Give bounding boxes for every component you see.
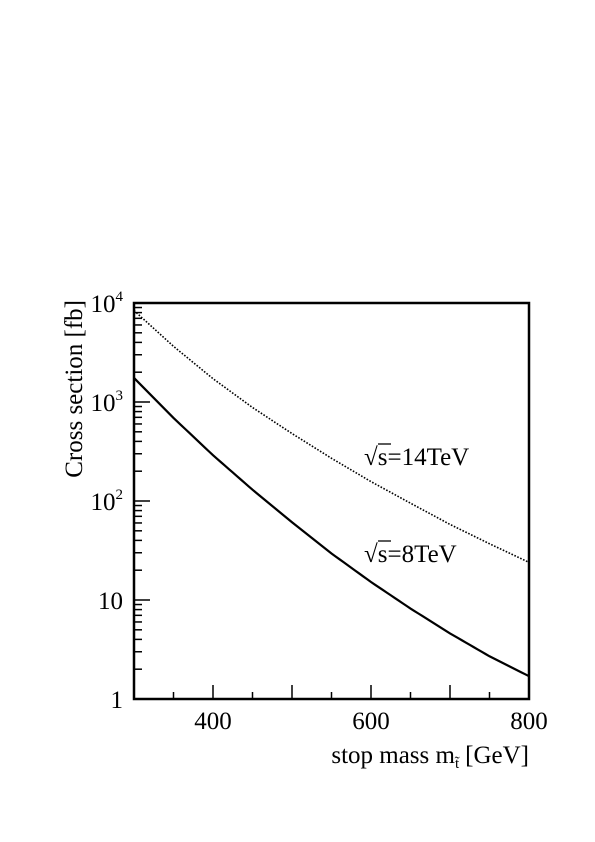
svg-text:√s=14TeV: √s=14TeV xyxy=(364,444,469,471)
x-tick-label: 800 xyxy=(510,708,548,735)
annotation-14tev-text: s=14TeV xyxy=(378,444,470,471)
series-14tev-curve xyxy=(133,309,530,564)
y-tick-label: 104 xyxy=(91,289,124,318)
y-tick-label: 10 xyxy=(98,588,123,615)
annotation-8tev: √s=8TeV xyxy=(364,540,457,568)
series-8tev-curve xyxy=(133,377,530,678)
sqrt-symbol: √ xyxy=(364,541,378,568)
y-axis-label: Cross section [fb] xyxy=(61,300,88,478)
axis-ticks xyxy=(133,302,530,700)
x-axis-label-unit: [GeV] xyxy=(465,742,529,769)
x-tick-label: 400 xyxy=(194,708,232,735)
tick-labels: 400 600 800 1 10 102 103 104 xyxy=(91,289,548,735)
x-tick-label: 600 xyxy=(352,708,390,735)
svg-text:√s=8TeV: √s=8TeV xyxy=(364,541,457,568)
annotation-14tev: √s=14TeV xyxy=(364,443,469,471)
plot-frame xyxy=(132,301,531,701)
x-axis-label-main: stop mass m xyxy=(331,742,455,769)
x-axis-label-subscript: t̃ xyxy=(455,756,460,772)
annotation-8tev-text: s=8TeV xyxy=(378,541,457,568)
y-tick-label: 102 xyxy=(91,487,124,516)
sqrt-symbol: √ xyxy=(364,444,378,471)
x-axis-label: stop mass mt̃ [GeV] xyxy=(331,742,529,772)
y-tick-label: 1 xyxy=(111,687,124,714)
series-curves xyxy=(133,309,530,678)
y-tick-label: 103 xyxy=(91,388,124,417)
